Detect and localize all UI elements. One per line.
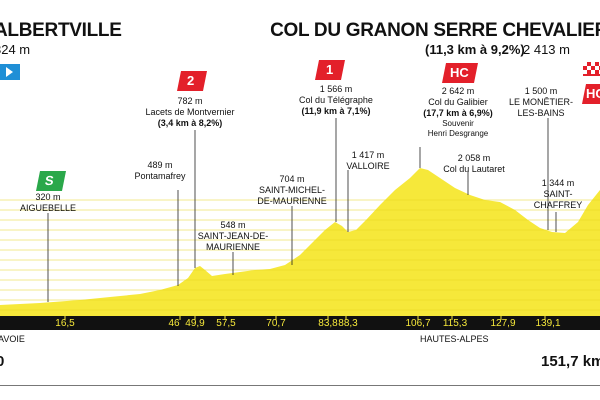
finish-altitude: 2 413 m (523, 42, 570, 57)
montvernier-name: Lacets de Montvernier (145, 107, 235, 117)
label-lautaret: 2 058 m Col du Lautaret (443, 153, 505, 175)
saint-michel-altitude: 704 m (279, 174, 305, 184)
aiguebelle-name: AIGUEBELLE (19, 203, 77, 213)
distance-band (0, 316, 600, 330)
aiguebelle-altitude: 320 m (35, 192, 61, 202)
telegraphe-altitude: 1 566 m (319, 84, 353, 94)
telegraphe-climb: (11,9 km à 7,1%) (301, 106, 371, 116)
lautaret-altitude: 2 058 m (457, 153, 491, 163)
montvernier-climb: (3,4 km à 8,2%) (157, 118, 223, 128)
start-altitude: 324 m (0, 42, 31, 57)
km-mark: 115,3 (442, 318, 468, 329)
km-mark: 46 (168, 318, 180, 329)
cat1-badge-icon (315, 60, 345, 80)
km-mark: 16,5 (55, 318, 75, 329)
telegraphe-name: Col du Télégraphe (299, 95, 373, 105)
leader-lines (47, 118, 557, 302)
galibier-name: Col du Galibier (428, 97, 488, 107)
start-town: ALBERTVILLE (0, 20, 122, 41)
km-mark: 106,7 (405, 318, 431, 329)
lautaret-name: Col du Lautaret (443, 164, 505, 174)
label-montvernier: 782 m Lacets de Montvernier (3,4 km à 8,… (145, 96, 234, 129)
saint-michel-name-1: SAINT-MICHEL- (258, 185, 326, 195)
finish-climb: (11,3 km à 9,2%) (425, 42, 525, 57)
hc-finish-badge-label: HC (586, 86, 600, 101)
galibier-climb: (17,7 km à 6,9%) (423, 108, 493, 118)
distance-total: 151,7 km (541, 353, 600, 370)
monetier-altitude: 1 500 m (524, 86, 558, 96)
pontamafrey-name: Pontamafrey (134, 171, 186, 181)
cat2-badge-icon (177, 71, 207, 91)
profile-hatch (0, 199, 600, 311)
km-ticks (64, 316, 546, 320)
sprint-badge-label: S (43, 173, 55, 188)
valloire-altitude: 1 417 m (351, 150, 385, 160)
label-chaffrey: 1 344 m SAINT- CHAFFREY (534, 178, 583, 211)
label-saint-jean: 548 m SAINT-JEAN-DE- MAURIENNE (198, 220, 269, 253)
hc-badge-label: HC (450, 65, 469, 80)
km-mark: 70,7 (266, 318, 286, 329)
km-mark: 139,1 (535, 318, 561, 329)
label-telegraphe: 1 566 m Col du Télégraphe (11,9 km à 7,1… (299, 84, 373, 117)
label-pontamafrey: 489 m Pontamafrey (134, 160, 185, 182)
galibier-note-1: Souvenir (442, 119, 474, 128)
chaffrey-name-1: SAINT- (543, 189, 573, 199)
km-mark: 57,5 (216, 318, 236, 329)
label-monetier: 1 500 m LE MONÊTIER- LES-BAINS (509, 86, 573, 119)
galibier-note-2: Henri Desgrange (427, 129, 489, 138)
monetier-name-2: LES-BAINS (517, 108, 565, 118)
km-mark: 49,9 (185, 318, 205, 329)
chaffrey-altitude: 1 344 m (541, 178, 575, 188)
cat2-badge-label: 2 (187, 73, 195, 88)
cat1-badge-label: 1 (326, 62, 334, 77)
hc-finish-badge-icon (582, 84, 600, 104)
km-mark: 127,9 (490, 318, 516, 329)
label-galibier: 2 642 m Col du Galibier (17,7 km à 6,9%)… (423, 86, 493, 139)
label-saint-michel: 704 m SAINT-MICHEL- DE-MAURIENNE (257, 174, 327, 207)
km-mark: 88,3 (338, 318, 358, 329)
profile-fill (0, 168, 600, 316)
distance-start: 0 (0, 353, 5, 370)
region-left: AVOIE (0, 334, 25, 344)
label-valloire: 1 417 m VALLOIRE (346, 150, 389, 172)
monetier-name-1: LE MONÊTIER- (508, 97, 574, 107)
saint-michel-name-2: DE-MAURIENNE (257, 196, 327, 206)
region-right: HAUTES-ALPES (420, 334, 489, 344)
bottom-rule (0, 385, 600, 386)
start-flag-icon (0, 64, 20, 80)
galibier-altitude: 2 642 m (441, 86, 475, 96)
saint-jean-name-2: MAURIENNE (205, 242, 261, 252)
sprint-badge-icon (36, 171, 66, 191)
km-mark: 83,8 (318, 318, 338, 329)
label-aiguebelle: 320 m AIGUEBELLE (20, 192, 76, 214)
finish-flag-icon (583, 62, 600, 76)
pontamafrey-altitude: 489 m (147, 160, 173, 170)
montvernier-altitude: 782 m (177, 96, 203, 106)
hc-badge-icon (442, 63, 478, 83)
chaffrey-name-2: CHAFFREY (533, 200, 583, 210)
saint-jean-name-1: SAINT-JEAN-DE- (197, 231, 269, 241)
saint-jean-altitude: 548 m (220, 220, 246, 230)
finish-town: COL DU GRANON SERRE CHEVALIER (270, 20, 600, 41)
valloire-name: VALLOIRE (346, 161, 390, 171)
